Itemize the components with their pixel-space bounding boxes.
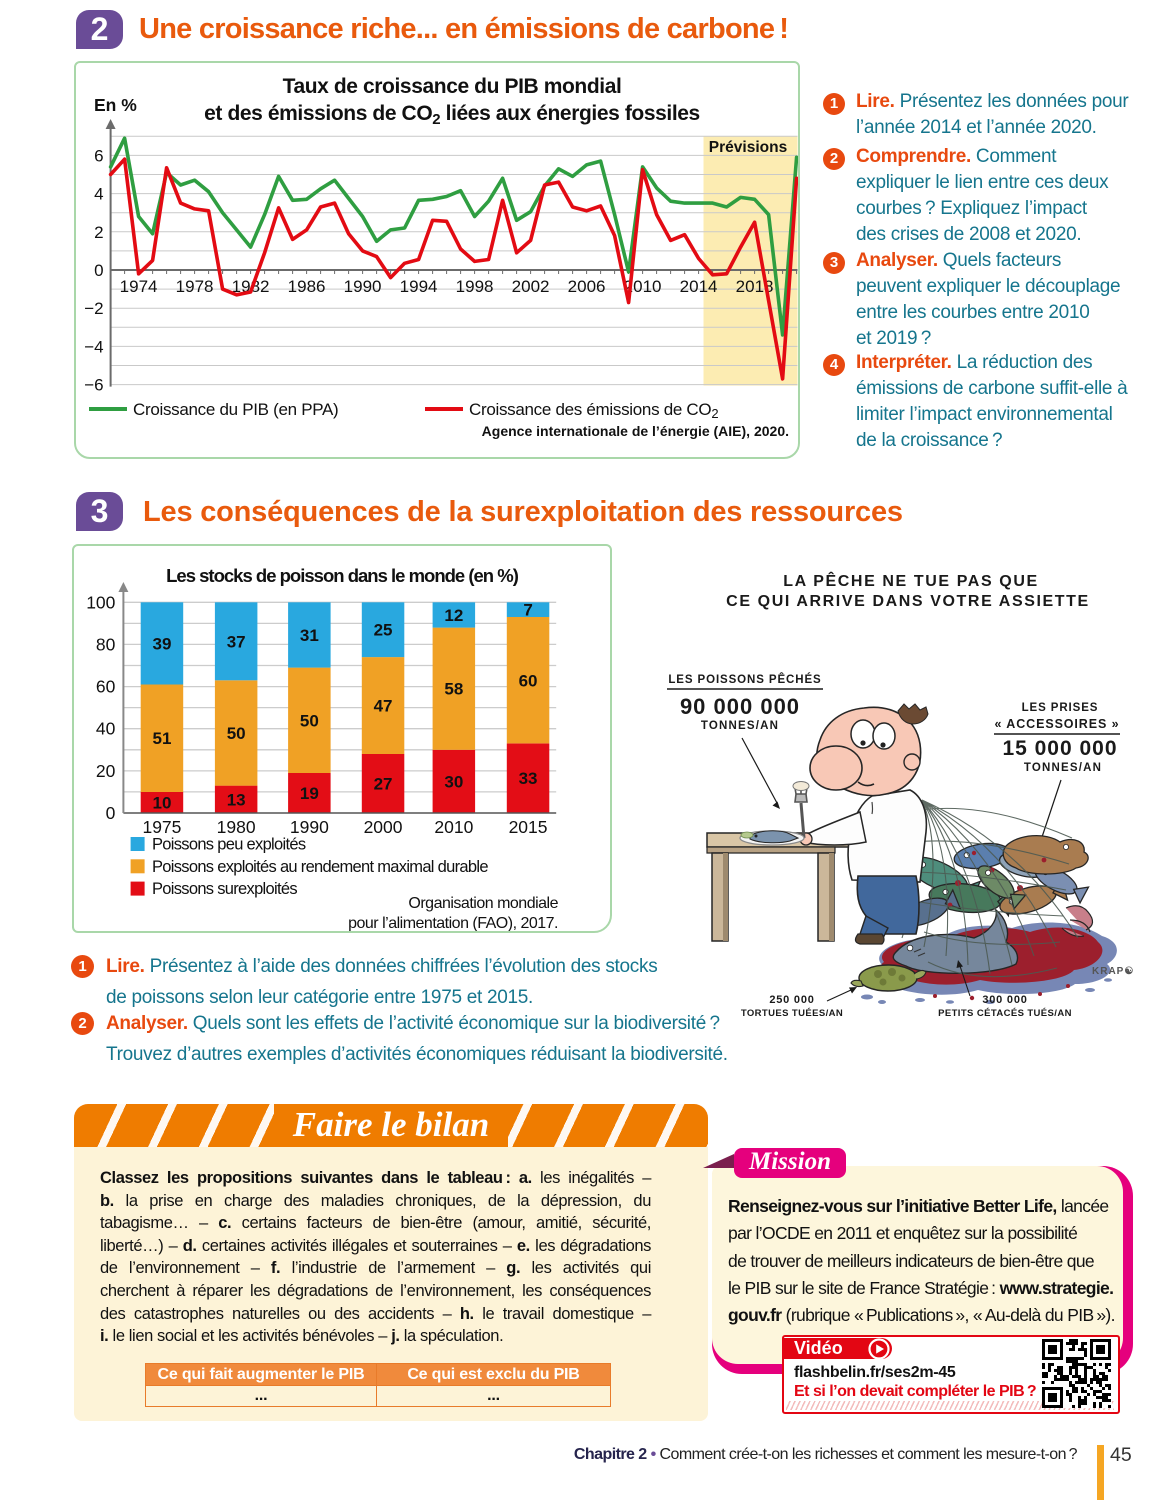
svg-text:1982: 1982 bbox=[232, 277, 270, 296]
svg-text:Prévisions: Prévisions bbox=[709, 139, 787, 156]
svg-text:60: 60 bbox=[96, 677, 116, 697]
svg-text:10: 10 bbox=[152, 794, 171, 813]
svg-text:2000: 2000 bbox=[364, 817, 403, 837]
svg-text:50: 50 bbox=[227, 724, 246, 743]
svg-text:90 000 000: 90 000 000 bbox=[680, 694, 800, 719]
svg-text:2: 2 bbox=[94, 223, 103, 242]
svg-text:Poissons surexploités: Poissons surexploités bbox=[152, 880, 297, 898]
svg-text:58: 58 bbox=[444, 680, 463, 699]
svg-text:1994: 1994 bbox=[400, 277, 438, 296]
svg-text:4: 4 bbox=[94, 185, 103, 204]
svg-text:47: 47 bbox=[374, 697, 393, 716]
svg-text:39: 39 bbox=[152, 634, 171, 653]
svg-text:LA PÊCHE NE TUE PAS QUE: LA PÊCHE NE TUE PAS QUE bbox=[783, 571, 1039, 590]
svg-text:6: 6 bbox=[94, 146, 103, 165]
svg-text:40: 40 bbox=[96, 719, 116, 739]
svg-text:2006: 2006 bbox=[568, 277, 606, 296]
svg-text:2014: 2014 bbox=[680, 277, 718, 296]
svg-text:100: 100 bbox=[86, 592, 115, 612]
svg-text:37: 37 bbox=[227, 632, 246, 651]
svg-text:7: 7 bbox=[523, 601, 532, 620]
svg-text:1980: 1980 bbox=[217, 817, 256, 837]
svg-text:13: 13 bbox=[227, 790, 246, 809]
svg-text:pour l’alimentation (FAO), 201: pour l’alimentation (FAO), 2017. bbox=[348, 915, 558, 931]
svg-text:Agence internationale de l’éne: Agence internationale de l’énergie (AIE)… bbox=[482, 423, 789, 439]
svg-text:2010: 2010 bbox=[434, 817, 473, 837]
svg-text:25: 25 bbox=[374, 621, 393, 640]
svg-text:LES POISSONS PÊCHÉS: LES POISSONS PÊCHÉS bbox=[668, 673, 821, 686]
svg-text:CE QUI ARRIVE DANS VOTRE ASSIE: CE QUI ARRIVE DANS VOTRE ASSIETTE bbox=[726, 593, 1090, 610]
svg-text:1975: 1975 bbox=[142, 817, 181, 837]
svg-text:Taux de croissance du PIB mond: Taux de croissance du PIB mondial bbox=[283, 75, 622, 98]
svg-text:30: 30 bbox=[444, 772, 463, 791]
svg-text:0: 0 bbox=[94, 261, 103, 280]
svg-text:Croissance du PIB (en PPA): Croissance du PIB (en PPA) bbox=[133, 400, 338, 419]
svg-text:Organisation mondiale: Organisation mondiale bbox=[408, 895, 558, 912]
svg-text:0: 0 bbox=[106, 803, 116, 823]
svg-text:51: 51 bbox=[152, 729, 171, 748]
svg-text:Les stocks de poisson dans le: Les stocks de poisson dans le monde (en … bbox=[166, 565, 519, 586]
svg-text:1990: 1990 bbox=[344, 277, 382, 296]
svg-text:En %: En % bbox=[94, 95, 137, 115]
svg-text:1974: 1974 bbox=[120, 277, 158, 296]
svg-text:80: 80 bbox=[96, 634, 116, 654]
svg-text:1986: 1986 bbox=[288, 277, 326, 296]
svg-text:2015: 2015 bbox=[509, 817, 548, 837]
svg-text:2010: 2010 bbox=[624, 277, 662, 296]
svg-text:Poissons peu exploités: Poissons peu exploités bbox=[152, 836, 306, 854]
svg-text:Croissance des émissions de CO: Croissance des émissions de CO2 bbox=[469, 400, 718, 421]
svg-text:2002: 2002 bbox=[512, 277, 550, 296]
svg-text:300 000: 300 000 bbox=[982, 994, 1027, 1006]
svg-text:1990: 1990 bbox=[290, 817, 329, 837]
svg-text:−4: −4 bbox=[84, 337, 103, 356]
svg-text:15 000 000: 15 000 000 bbox=[1002, 737, 1117, 760]
svg-text:et des émissions de CO2 liées: et des émissions de CO2 liées aux énergi… bbox=[204, 102, 700, 128]
svg-text:LES PRISES: LES PRISES bbox=[1022, 702, 1099, 714]
svg-text:1998: 1998 bbox=[456, 277, 494, 296]
svg-text:60: 60 bbox=[519, 671, 538, 690]
svg-text:PETITS CÉTACÉS TUÉS/AN: PETITS CÉTACÉS TUÉS/AN bbox=[938, 1008, 1072, 1019]
svg-text:31: 31 bbox=[300, 626, 319, 645]
svg-text:−6: −6 bbox=[84, 376, 103, 395]
svg-text:12: 12 bbox=[444, 606, 463, 625]
svg-text:27: 27 bbox=[374, 775, 393, 794]
svg-text:−2: −2 bbox=[84, 299, 103, 318]
svg-text:Poissons exploités au rendemen: Poissons exploités au rendement maximal … bbox=[152, 858, 488, 876]
svg-text:TONNES/AN: TONNES/AN bbox=[701, 720, 779, 732]
svg-text:250 000: 250 000 bbox=[769, 994, 814, 1006]
svg-text:1978: 1978 bbox=[176, 277, 214, 296]
svg-text:19: 19 bbox=[300, 784, 319, 803]
svg-text:20: 20 bbox=[96, 761, 116, 781]
svg-text:KRAP☯: KRAP☯ bbox=[1092, 966, 1134, 977]
svg-text:« ACCESSOIRES »: « ACCESSOIRES » bbox=[995, 717, 1120, 731]
svg-text:50: 50 bbox=[300, 711, 319, 730]
svg-text:TORTUES TUÉES/AN: TORTUES TUÉES/AN bbox=[741, 1008, 843, 1019]
svg-text:TONNES/AN: TONNES/AN bbox=[1024, 762, 1102, 774]
svg-text:33: 33 bbox=[519, 769, 538, 788]
